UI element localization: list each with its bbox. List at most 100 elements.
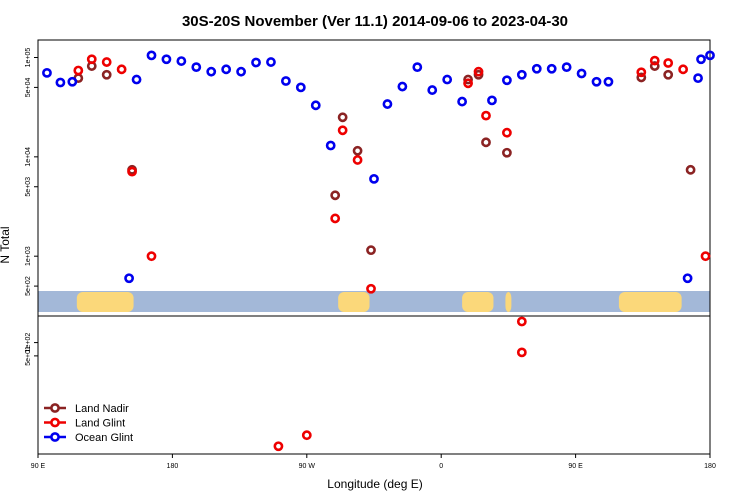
land-nadir-point bbox=[330, 190, 341, 201]
land-glint-point bbox=[301, 430, 312, 441]
legend-label-land-nadir: Land Nadir bbox=[75, 403, 129, 415]
land-glint-point bbox=[473, 66, 484, 77]
x-tick-label: 90 W bbox=[299, 463, 316, 470]
ocean-glint-point bbox=[487, 95, 497, 106]
ocean-glint-point bbox=[546, 63, 557, 74]
ocean-glint-point bbox=[531, 63, 542, 74]
land-nadir-point bbox=[502, 147, 512, 158]
ocean-glint-point bbox=[502, 75, 512, 86]
legend-marker-land-glint bbox=[50, 417, 60, 428]
ocean-glint-point bbox=[295, 82, 306, 93]
x-axis: 90 E 180 90 W 0 90 E 180 bbox=[31, 454, 716, 470]
land-nadir-point bbox=[685, 164, 696, 175]
ocean-glint-point bbox=[191, 62, 202, 73]
ocean-glint-point bbox=[516, 69, 527, 80]
data-points bbox=[42, 50, 715, 452]
y-tick-label: 1e+02 bbox=[25, 333, 32, 353]
land-glint-point bbox=[116, 64, 127, 75]
ocean-glint-point bbox=[382, 99, 393, 109]
ocean-glint-point bbox=[266, 57, 276, 67]
land-glint-point bbox=[366, 283, 376, 294]
x-tick-label: 180 bbox=[167, 463, 179, 470]
land-glint-point bbox=[516, 347, 527, 358]
ocean-glint-point bbox=[42, 67, 52, 78]
ocean-glint-point bbox=[412, 62, 423, 73]
ocean-glint-point bbox=[693, 73, 703, 84]
ocean-glint-point bbox=[696, 54, 706, 65]
land-glint-point bbox=[86, 54, 97, 65]
ocean-glint-point bbox=[236, 66, 246, 77]
land-glint-point bbox=[502, 127, 512, 138]
ocean-glint-point bbox=[176, 56, 187, 66]
lower-panel-frame bbox=[37, 315, 711, 455]
y-tick-label: 1e+05 bbox=[25, 48, 32, 68]
ocean-glint-point bbox=[67, 76, 78, 87]
land-region bbox=[505, 292, 512, 312]
ocean-glint-point bbox=[310, 100, 321, 111]
ocean-glint-point bbox=[427, 85, 438, 95]
ocean-glint-point bbox=[561, 62, 572, 73]
ocean-glint-point bbox=[325, 140, 336, 151]
land-nadir-point bbox=[463, 74, 473, 85]
y-tick-label: 1e+04 bbox=[25, 147, 32, 167]
ocean-glint-point bbox=[457, 96, 468, 107]
land-glint-point bbox=[330, 213, 341, 224]
y-tick-label: 5e+03 bbox=[25, 177, 32, 197]
land-region bbox=[338, 292, 370, 312]
land-glint-point bbox=[273, 441, 284, 452]
ocean-glint-point bbox=[397, 81, 408, 92]
ocean-glint-point bbox=[280, 76, 291, 86]
ocean-glint-point bbox=[206, 66, 217, 77]
ocean-glint-point bbox=[682, 273, 693, 284]
ocean-strip bbox=[38, 291, 710, 312]
land-glint-point bbox=[146, 251, 157, 262]
land-nadir-point bbox=[101, 69, 112, 80]
ocean-glint-point bbox=[705, 50, 715, 61]
land-glint-point bbox=[663, 58, 674, 68]
land-glint-point bbox=[337, 125, 348, 136]
land-glint-point bbox=[516, 316, 527, 327]
legend-label-ocean-glint: Ocean Glint bbox=[75, 432, 133, 444]
land-glint-point bbox=[636, 67, 647, 78]
ocean-glint-point bbox=[146, 50, 157, 61]
legend-marker-ocean-glint bbox=[50, 432, 60, 442]
land-glint-point bbox=[678, 64, 689, 75]
y-tick-label: 5e+01 bbox=[25, 346, 32, 366]
y-axis-label: N Total bbox=[0, 226, 12, 263]
x-tick-label: 90 E bbox=[31, 463, 46, 470]
legend-marker-land-nadir bbox=[50, 403, 60, 413]
y-tick-label: 5e+04 bbox=[25, 77, 32, 97]
x-axis-label: Longitude (deg E) bbox=[327, 477, 422, 491]
chart-title: 30S-20S November (Ver 11.1) 2014-09-06 t… bbox=[182, 13, 568, 30]
x-tick-label: 0 bbox=[439, 463, 443, 470]
land-nadir-point bbox=[636, 72, 647, 83]
land-glint-point bbox=[649, 55, 660, 66]
ocean-glint-point bbox=[603, 76, 614, 87]
land-nadir-point bbox=[663, 69, 674, 80]
upper-y-axis: 5e+02 1e+03 5e+03 1e+04 5e+04 1e+05 bbox=[25, 48, 38, 296]
land-region bbox=[462, 292, 494, 312]
land-region bbox=[618, 292, 682, 312]
ocean-glint-point bbox=[576, 68, 587, 79]
land-glint-point bbox=[481, 110, 491, 121]
x-tick-label: 180 bbox=[704, 463, 716, 470]
ocean-glint-point bbox=[161, 54, 172, 65]
ocean-glint-point bbox=[442, 74, 453, 85]
land-nadir-point bbox=[481, 137, 491, 148]
land-nadir-point bbox=[352, 145, 363, 156]
ocean-glint-point bbox=[131, 74, 142, 85]
ocean-glint-point bbox=[251, 57, 261, 68]
land-glint-point bbox=[73, 65, 84, 76]
land-glint-point bbox=[127, 166, 137, 177]
y-tick-label: 1e+03 bbox=[25, 246, 32, 266]
land-glint-point bbox=[700, 251, 711, 262]
land-glint-point bbox=[352, 155, 363, 165]
y-tick-label: 5e+02 bbox=[25, 276, 32, 296]
ocean-glint-point bbox=[124, 273, 134, 284]
land-nadir-point bbox=[649, 61, 660, 71]
legend: Land Nadir Land Glint Ocean Glint bbox=[44, 403, 133, 444]
land-glint-point bbox=[463, 78, 473, 89]
